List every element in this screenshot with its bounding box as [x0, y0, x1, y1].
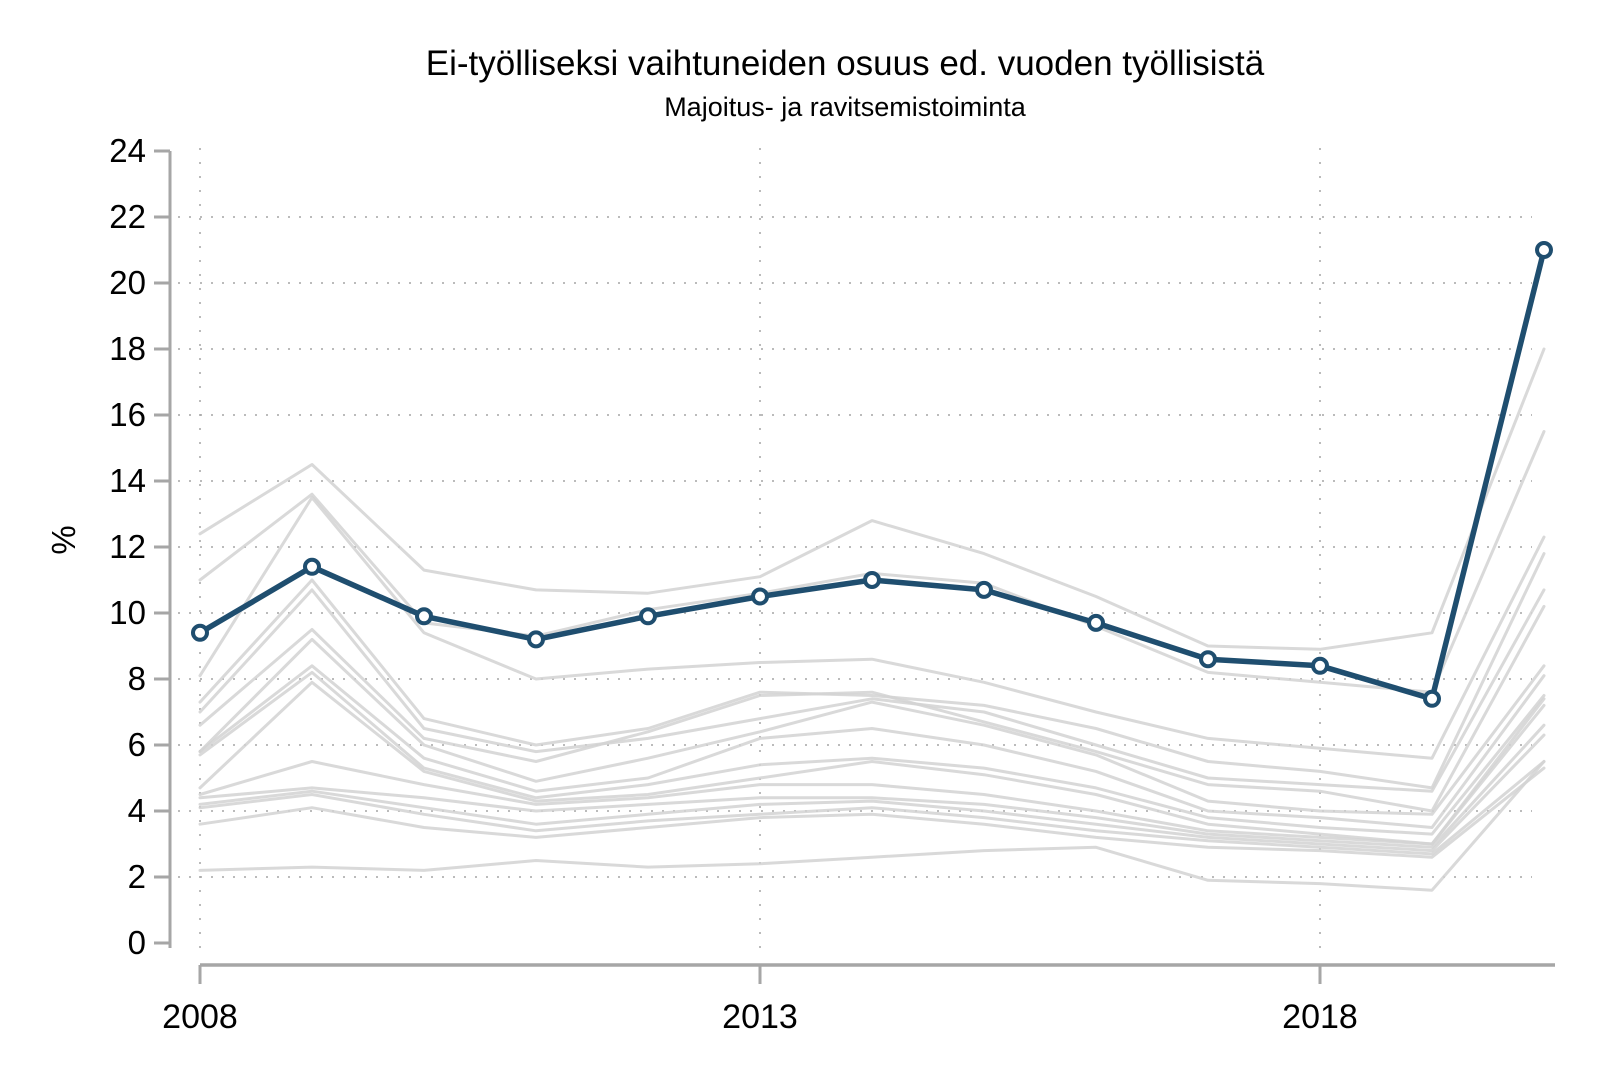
background-series-line [198, 723, 1546, 849]
axes [154, 149, 1555, 984]
background-series-line [198, 604, 1546, 813]
background-series-line [198, 733, 1546, 853]
highlight-series [191, 241, 1553, 708]
y-axis-label: % [45, 525, 82, 554]
grid-lines [178, 148, 1532, 955]
data-point-marker [1535, 241, 1553, 259]
background-series-line [198, 760, 1546, 892]
y-tick-label: 20 [109, 264, 146, 301]
data-point-marker [1199, 650, 1217, 669]
background-series-line [198, 680, 1546, 846]
background-series-line [198, 588, 1546, 793]
background-series-line [198, 496, 1546, 760]
y-tick-label: 24 [109, 132, 146, 169]
x-tick-label: 2018 [1282, 998, 1358, 1036]
background-series-line [198, 760, 1546, 856]
chart-title: Ei-työlliseksi vaihtuneiden osuus ed. vu… [426, 44, 1265, 83]
background-series-line [198, 430, 1546, 694]
background-series-line [198, 703, 1546, 846]
data-point-marker [639, 607, 657, 626]
y-tick-label: 4 [128, 792, 146, 829]
data-point-marker [1087, 613, 1105, 632]
y-tick-label: 12 [109, 528, 146, 565]
y-tick-label: 6 [128, 726, 146, 763]
background-series-line [198, 637, 1546, 816]
background-series-line [198, 664, 1546, 829]
data-point-marker [863, 571, 881, 589]
chart-subtitle: Majoitus- ja ravitsemistoiminta [664, 92, 1027, 122]
data-point-marker [751, 587, 769, 606]
y-tick-label: 0 [128, 924, 146, 961]
data-point-marker [1423, 689, 1441, 708]
data-point-marker [303, 557, 321, 576]
data-point-marker [415, 607, 433, 626]
y-tick-label: 10 [109, 594, 146, 631]
background-series-line [198, 552, 1546, 790]
background-series-line [198, 670, 1546, 836]
data-point-marker [975, 580, 993, 599]
y-tick-label: 16 [109, 396, 146, 433]
x-tick-label: 2013 [722, 998, 798, 1036]
y-tick-label: 18 [109, 330, 146, 367]
data-point-marker [527, 630, 545, 649]
data-point-marker [191, 623, 209, 642]
data-point-marker [1311, 656, 1329, 675]
y-tick-label: 8 [128, 660, 146, 697]
highlight-series-line [197, 247, 1547, 702]
y-tick-label: 14 [109, 462, 146, 499]
y-tick-label: 2 [128, 858, 146, 895]
background-series [198, 347, 1546, 892]
x-tick-label: 2008 [162, 998, 238, 1036]
y-tick-label: 22 [109, 198, 146, 235]
background-series-line [198, 347, 1546, 651]
background-series-line [198, 766, 1546, 859]
